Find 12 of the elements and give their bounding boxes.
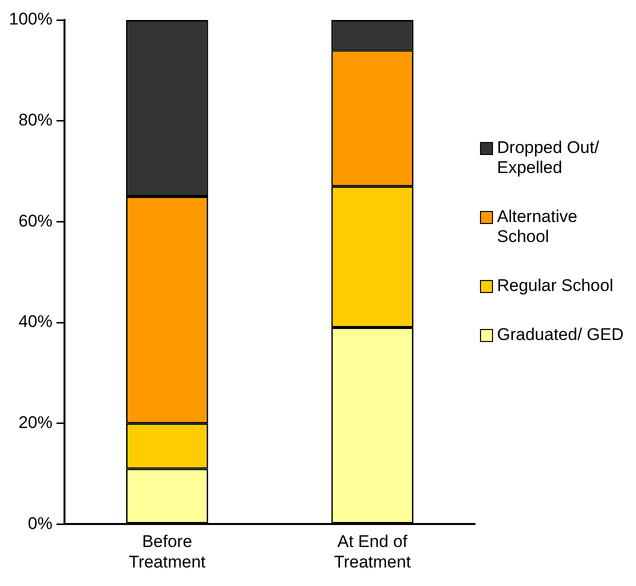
y-tick-label: 40% bbox=[18, 312, 52, 332]
x-tick-label: At End of Treatment bbox=[334, 532, 412, 572]
y-tick-label: 0% bbox=[28, 514, 52, 533]
y-tick-label: 80% bbox=[18, 110, 52, 130]
y-tick-label: 20% bbox=[18, 413, 52, 432]
legend-label: Alternative School bbox=[497, 207, 578, 247]
legend-label: Dropped Out/ Expelled bbox=[497, 138, 600, 178]
legend-label: Graduated/ GED bbox=[497, 325, 624, 345]
x-tick-label: Before Treatment bbox=[128, 532, 206, 572]
legend-label: Regular School bbox=[497, 276, 614, 296]
y-tick-label: 60% bbox=[18, 211, 52, 230]
y-tick-label: 100% bbox=[8, 10, 52, 29]
